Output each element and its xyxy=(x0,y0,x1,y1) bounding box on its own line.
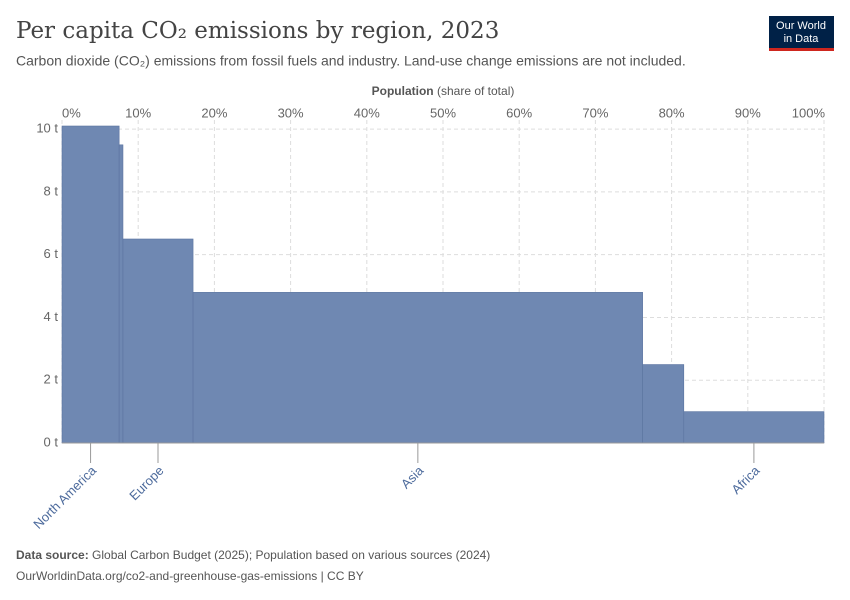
bar xyxy=(122,238,194,444)
x-tick-label: 50% xyxy=(430,105,456,120)
logo-box xyxy=(769,16,834,50)
y-tick-label: 10 t xyxy=(36,121,58,136)
x-axis-label-note: (share of total) xyxy=(437,84,514,98)
x-axis-label: Population (share of total) xyxy=(372,84,515,98)
logo-text: Our World xyxy=(776,20,826,32)
y-tick-label: 2 t xyxy=(44,372,59,387)
category-label: North America xyxy=(30,462,99,531)
category-label: Europe xyxy=(126,463,166,503)
bar xyxy=(642,364,685,444)
y-tick-label: 8 t xyxy=(44,183,59,198)
x-tick-label: 10% xyxy=(125,105,151,120)
x-tick-label: 100% xyxy=(792,105,826,120)
x-tick-label: 20% xyxy=(201,105,227,120)
x-tick-label: 0% xyxy=(62,105,81,120)
bar xyxy=(118,144,124,444)
y-tick-label: 6 t xyxy=(44,246,59,261)
y-tick-label: 0 t xyxy=(44,434,59,449)
source: Data source: Global Carbon Budget (2025)… xyxy=(16,548,490,562)
logo[interactable]: Our World in Data xyxy=(769,16,834,51)
logo-text: in Data xyxy=(784,33,820,45)
x-tick-label: 70% xyxy=(582,105,608,120)
bar xyxy=(192,292,643,444)
x-axis-label-main: Population xyxy=(372,84,434,98)
x-tick-label: 80% xyxy=(659,105,685,120)
category-label: Asia xyxy=(398,462,427,491)
bar xyxy=(61,125,120,444)
x-tick-label: 90% xyxy=(735,105,761,120)
x-tick-label: 60% xyxy=(506,105,532,120)
category-label: Africa xyxy=(728,462,763,497)
bar xyxy=(683,411,825,444)
url: OurWorldinData.org/co2-and-greenhouse-ga… xyxy=(16,569,364,583)
chart-title: Per capita CO₂ emissions by region, 2023 xyxy=(16,18,499,44)
subtitle: Carbon dioxide (CO₂) emissions from foss… xyxy=(16,53,686,69)
source-label: Data source: xyxy=(16,548,89,562)
logo-bar xyxy=(769,48,834,51)
x-tick-label: 30% xyxy=(278,105,304,120)
y-tick-label: 4 t xyxy=(44,309,59,324)
x-tick-label: 40% xyxy=(354,105,380,120)
source-text: Global Carbon Budget (2025); Population … xyxy=(92,548,490,562)
